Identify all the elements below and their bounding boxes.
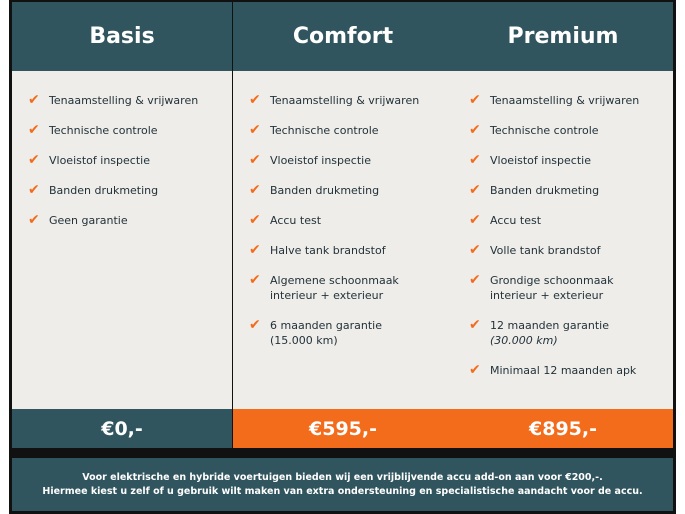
feature-text: 6 maanden garantie <box>270 319 382 332</box>
feature-item: ✔ Vloeistof inspectie <box>469 153 673 168</box>
plan-price: €0,- <box>12 409 232 448</box>
feature-text: Tenaamstelling & vrijwaren <box>490 94 640 107</box>
feature-text: (30.000 km) <box>490 334 558 347</box>
feature-item: ✔ Algemene schoonmaak interieur + exterieu… <box>249 273 453 303</box>
feature-item: ✔ Accu test <box>249 213 453 228</box>
feature-text: Accu test <box>490 214 542 227</box>
check-icon: ✔ <box>249 92 261 108</box>
feature-text: Tenaamstelling & vrijwaren <box>49 94 199 107</box>
feature-item: ✔ Banden drukmeting <box>28 183 232 198</box>
feature-text: Vloeistof inspectie <box>490 154 591 167</box>
feature-item: ✔ Minimaal 12 maanden apk <box>469 363 673 378</box>
feature-item: ✔ Volle tank brandstof <box>469 243 673 258</box>
feature-text: Technische controle <box>49 124 158 137</box>
feature-list: ✔ Tenaamstelling & vrijwaren ✔ Technische c… <box>453 71 673 409</box>
footer-note: Voor elektrische en hybride voertuigen b… <box>12 458 673 511</box>
check-icon: ✔ <box>469 122 481 138</box>
check-icon: ✔ <box>28 92 40 108</box>
check-icon: ✔ <box>249 122 261 138</box>
feature-text: interieur + exterieur <box>490 289 604 302</box>
feature-item: ✔ Banden drukmeting <box>469 183 673 198</box>
feature-text: Banden drukmeting <box>270 184 380 197</box>
check-icon: ✔ <box>249 182 261 198</box>
check-icon: ✔ <box>469 152 481 168</box>
feature-text: Minimaal 12 maanden apk <box>490 364 637 377</box>
check-icon: ✔ <box>469 182 481 198</box>
check-icon: ✔ <box>249 212 261 228</box>
check-icon: ✔ <box>249 272 261 288</box>
feature-item: ✔ Technische controle <box>469 123 673 138</box>
feature-text: Geen garantie <box>49 214 128 227</box>
feature-text: Vloeistof inspectie <box>49 154 150 167</box>
footer-line-2: Hiermee kiest u zelf of u gebruik wilt m… <box>42 485 643 497</box>
feature-text: Banden drukmeting <box>49 184 159 197</box>
feature-item: ✔ Technische controle <box>249 123 453 138</box>
feature-text: Vloeistof inspectie <box>270 154 371 167</box>
feature-text: Technische controle <box>490 124 599 137</box>
feature-item: ✔ Accu test <box>469 213 673 228</box>
feature-item: ✔ Tenaamstelling & vrijwaren <box>28 93 232 108</box>
feature-item: ✔ Grondige schoonmaak interieur + exterieu… <box>469 273 673 303</box>
check-icon: ✔ <box>469 92 481 108</box>
feature-item: ✔ Geen garantie <box>28 213 232 228</box>
feature-text: Technische controle <box>270 124 379 137</box>
check-icon: ✔ <box>28 182 40 198</box>
plan-price: €895,- <box>453 409 673 448</box>
feature-text: interieur + exterieur <box>270 289 384 302</box>
feature-text: Accu test <box>270 214 322 227</box>
check-icon: ✔ <box>469 362 481 378</box>
feature-item: ✔ 6 maanden garantie (15.000 km) <box>249 318 453 348</box>
plan-title: Premium <box>453 2 673 71</box>
feature-item: ✔ Tenaamstelling & vrijwaren <box>469 93 673 108</box>
feature-item: ✔ Banden drukmeting <box>249 183 453 198</box>
check-icon: ✔ <box>469 272 481 288</box>
check-icon: ✔ <box>249 317 261 333</box>
feature-item: ✔ Technische controle <box>28 123 232 138</box>
feature-text: (15.000 km) <box>270 334 338 347</box>
check-icon: ✔ <box>469 242 481 258</box>
feature-text: Grondige schoonmaak <box>490 274 614 287</box>
plan-title: Comfort <box>233 2 453 71</box>
check-icon: ✔ <box>28 212 40 228</box>
plan-title: Basis <box>12 2 232 71</box>
feature-item: ✔ 12 maanden garantie (30.000 km) <box>469 318 673 348</box>
check-icon: ✔ <box>469 317 481 333</box>
check-icon: ✔ <box>28 122 40 138</box>
plan-comfort: Comfort ✔ Tenaamstelling & vrijwaren ✔ Techn… <box>233 2 453 448</box>
feature-list: ✔ Tenaamstelling & vrijwaren ✔ Technische c… <box>12 71 232 409</box>
feature-text: 12 maanden garantie <box>490 319 609 332</box>
feature-item: ✔ Tenaamstelling & vrijwaren <box>249 93 453 108</box>
feature-item: ✔ Halve tank brandstof <box>249 243 453 258</box>
check-icon: ✔ <box>469 212 481 228</box>
feature-text: Volle tank brandstof <box>490 244 601 257</box>
feature-text: Banden drukmeting <box>490 184 600 197</box>
plan-price: €595,- <box>233 409 453 448</box>
feature-list: ✔ Tenaamstelling & vrijwaren ✔ Technische c… <box>233 71 453 409</box>
feature-text: Halve tank brandstof <box>270 244 386 257</box>
feature-item: ✔ Vloeistof inspectie <box>249 153 453 168</box>
plan-basis: Basis ✔ Tenaamstelling & vrijwaren ✔ Technis… <box>12 2 232 448</box>
feature-text: Tenaamstelling & vrijwaren <box>270 94 420 107</box>
check-icon: ✔ <box>249 242 261 258</box>
feature-text: Algemene schoonmaak <box>270 274 399 287</box>
check-icon: ✔ <box>28 152 40 168</box>
footer-line-1: Voor elektrische en hybride voertuigen b… <box>82 471 603 483</box>
plan-premium: Premium ✔ Tenaamstelling & vrijwaren ✔ Techn… <box>453 2 673 448</box>
check-icon: ✔ <box>249 152 261 168</box>
feature-item: ✔ Vloeistof inspectie <box>28 153 232 168</box>
